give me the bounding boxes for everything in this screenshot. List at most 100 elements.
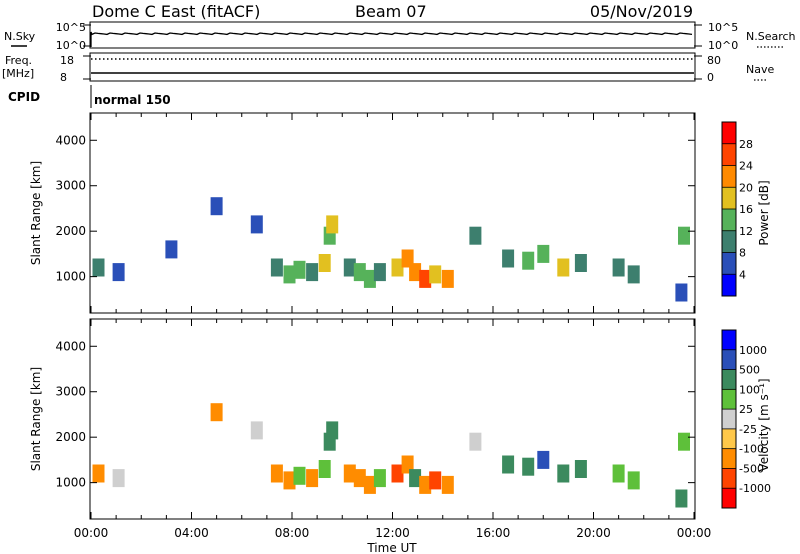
- velocity-colorbar-tick-label: -500: [739, 462, 764, 475]
- power-colorbar: 4 8 12 16 20 24 28: [721, 121, 753, 297]
- data-cell: [675, 283, 688, 302]
- data-cell: [401, 249, 414, 268]
- data-cell: [373, 263, 386, 282]
- data-cell: [469, 432, 482, 451]
- data-cell: [627, 265, 640, 284]
- data-cell: [250, 215, 263, 234]
- velocity-colorbar-swatch: [722, 389, 736, 410]
- velocity-colorbar-tick-label: -25: [739, 423, 757, 436]
- data-cell: [250, 421, 263, 440]
- y-tick-label: 1000: [55, 270, 86, 284]
- data-cell: [363, 269, 376, 288]
- nsearch-label: N.Search: [746, 30, 796, 43]
- power-x-ticks: [90, 113, 695, 313]
- data-cell: [306, 263, 319, 282]
- nsky-tick-bottom: 10^0: [56, 39, 86, 52]
- velocity-colorbar-tick-label: 500: [739, 364, 760, 377]
- data-cell: [537, 244, 550, 263]
- data-cell: [557, 464, 570, 483]
- velocity-y-ticks: 1000 2000 3000 4000: [55, 339, 695, 490]
- power-colorbar-tick-label: 20: [739, 181, 753, 194]
- velocity-colorbar-swatch: [722, 468, 736, 489]
- data-cell: [353, 263, 366, 282]
- date-label: 05/Nov/2019: [590, 2, 693, 21]
- power-cells: [92, 197, 690, 302]
- x-tick-label: 08:00: [275, 526, 310, 540]
- nsky-tick-top: 10^5: [56, 21, 86, 34]
- cpid-label: CPID: [8, 90, 40, 104]
- data-cell: [678, 226, 690, 245]
- power-y-ticks: 1000 2000 3000 4000: [55, 133, 695, 284]
- nsearch-tick-top: 10^5: [708, 21, 738, 34]
- velocity-colorbar-swatch: [722, 488, 736, 508]
- data-cell: [419, 269, 432, 288]
- power-colorbar-swatch: [722, 122, 736, 144]
- data-cell: [293, 260, 306, 279]
- power-colorbar-swatch: [722, 274, 736, 297]
- nsky-panel: [89, 21, 696, 49]
- data-cell: [557, 258, 570, 277]
- data-cell: [441, 475, 454, 494]
- data-cell: [627, 471, 640, 490]
- data-cell: [373, 469, 386, 488]
- data-cell: [92, 258, 105, 277]
- data-cell: [353, 469, 366, 488]
- nave-tick-top: 80: [707, 54, 721, 67]
- freq-unit-label: [MHz]: [2, 67, 34, 80]
- power-colorbar-swatch: [722, 143, 736, 166]
- y-tick-label: 2000: [55, 224, 86, 238]
- x-tick-label: 04:00: [174, 526, 209, 540]
- data-cell: [391, 464, 404, 483]
- velocity-colorbar-swatch: [722, 409, 736, 429]
- data-cell: [326, 421, 339, 440]
- data-cell: [283, 471, 296, 490]
- data-cell: [210, 403, 223, 422]
- velocity-colorbar-swatch: [722, 448, 736, 469]
- velocity-colorbar-swatch: [722, 330, 736, 350]
- velocity-colorbar-frame: [721, 329, 737, 509]
- data-cell: [409, 469, 422, 488]
- power-panel: 1000 2000 3000 4000 Slant Range [km]: [29, 112, 696, 314]
- velocity-colorbar-tick-label: -100: [739, 443, 764, 456]
- nsearch-tick-bottom: 10^0: [708, 39, 738, 52]
- x-tick-labels: 00:00 04:00 08:00 12:00 16:00 20:00 00:00: [74, 526, 712, 540]
- data-cell: [612, 464, 625, 483]
- data-cell: [502, 249, 515, 268]
- freq-label: Freq.: [5, 54, 32, 67]
- power-colorbar-tick-label: 8: [739, 247, 746, 260]
- velocity-colorbar-tick-label: 25: [739, 403, 753, 416]
- power-colorbar-swatch: [722, 187, 736, 210]
- power-colorbar-tick-label: 24: [739, 160, 753, 173]
- data-cell: [409, 263, 422, 282]
- data-cell: [92, 464, 105, 483]
- x-tick-label: 00:00: [677, 526, 712, 540]
- nsky-label: N.Sky: [4, 30, 36, 43]
- beam-label: Beam 07: [355, 2, 427, 21]
- data-cell: [675, 489, 688, 508]
- power-ylabel: Slant Range [km]: [29, 161, 43, 265]
- data-cell: [112, 263, 125, 282]
- velocity-ylabel: Slant Range [km]: [29, 367, 43, 471]
- freq-tick-bottom: 8: [60, 71, 67, 84]
- data-cell: [318, 254, 331, 272]
- power-colorbar-tick-label: 12: [739, 225, 753, 238]
- cpid-value: normal 150: [94, 93, 171, 107]
- power-colorbar-swatch: [722, 230, 736, 253]
- power-colorbar-swatch: [722, 252, 736, 275]
- data-cell: [293, 466, 306, 485]
- x-tick-label: 12:00: [375, 526, 410, 540]
- data-cell: [283, 265, 296, 284]
- power-panel-frame: [89, 112, 696, 314]
- data-cell: [270, 258, 283, 277]
- data-cell: [441, 269, 454, 288]
- freq-tick-top: 18: [60, 54, 74, 67]
- velocity-colorbar-label: Velocity [m s⁻¹]: [757, 378, 771, 471]
- power-colorbar-tick-label: 16: [739, 203, 753, 216]
- power-colorbar-label: Power [dB]: [757, 180, 771, 245]
- power-colorbar-swatch: [722, 165, 736, 188]
- data-cell: [678, 432, 690, 451]
- x-axis-label: Time UT: [366, 541, 417, 554]
- velocity-x-ticks: [90, 319, 695, 519]
- data-cell: [537, 450, 550, 469]
